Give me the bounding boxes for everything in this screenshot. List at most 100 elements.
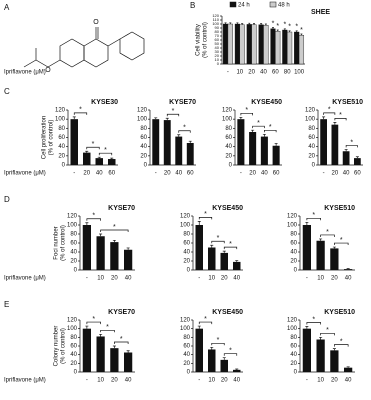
bar — [208, 349, 216, 372]
bar — [195, 225, 203, 270]
y-tick-label: 100 — [180, 326, 191, 332]
y-tick-label: 40 — [183, 250, 190, 256]
error-bar — [99, 333, 103, 337]
significance-bracket — [100, 229, 129, 232]
x-tick-label: 60 — [187, 171, 194, 177]
x-tick-label: 10 — [317, 276, 324, 282]
x-tick-label: 20 — [331, 276, 338, 282]
bar — [95, 158, 103, 165]
error-bar — [346, 366, 350, 368]
bar — [220, 252, 228, 270]
significance-star: * — [92, 213, 95, 220]
significance-bracket — [240, 112, 253, 116]
y-axis-label: (% of control) — [61, 225, 67, 261]
y-tick-label: 80 — [290, 335, 297, 341]
y-tick-label: 80 — [308, 126, 315, 132]
y-tick-label: 120 — [287, 214, 298, 220]
atom-o: O — [45, 67, 51, 74]
x-tick-label: 20 — [332, 171, 339, 177]
x-tick-label: 40 — [345, 378, 352, 384]
x-tick-label: 20 — [164, 171, 171, 177]
x-tick-label: - — [306, 378, 308, 384]
error-bar — [253, 23, 256, 25]
bar — [108, 159, 116, 165]
significance-star: * — [229, 348, 232, 355]
bar — [275, 31, 281, 65]
error-bar — [332, 246, 336, 249]
y-tick-label: 100 — [212, 21, 219, 26]
bar — [233, 369, 241, 372]
error-bar — [85, 325, 89, 329]
bar — [344, 269, 353, 270]
significance-bracket — [86, 218, 101, 221]
chart-title: SHEE — [311, 9, 330, 16]
x-tick-label: - — [227, 70, 229, 76]
significance-star: * — [326, 327, 329, 334]
error-bar — [210, 244, 214, 248]
bar — [233, 261, 241, 270]
y-tick-label: 120 — [137, 108, 148, 114]
error-bar — [241, 23, 244, 25]
y-tick-label: 70 — [215, 33, 220, 38]
significance-bracket — [198, 217, 213, 220]
chart-title: KYSE510 — [324, 205, 355, 212]
significance-star: * — [288, 24, 291, 31]
y-tick-label: 120 — [180, 214, 191, 220]
significance-star: * — [283, 22, 286, 29]
error-bar — [300, 33, 303, 36]
x-axis-label: Ipriflavone (μM) — [4, 378, 46, 384]
bar — [96, 236, 105, 270]
significance-star: * — [272, 20, 275, 27]
significance-star: * — [312, 316, 315, 323]
y-tick-label: 120 — [222, 108, 233, 114]
bar — [220, 359, 228, 372]
bar — [110, 242, 119, 270]
y-tick-label: 120 — [55, 108, 66, 114]
x-tick-label: 40 — [125, 276, 132, 282]
bar — [320, 119, 327, 165]
y-tick-label: 60 — [70, 344, 77, 350]
x-tick-label: 60 — [354, 171, 361, 177]
error-bar — [305, 326, 309, 329]
x-tick-label: 60 — [273, 171, 280, 177]
x-tick-label: 40 — [261, 171, 268, 177]
y-tick-label: 100 — [180, 223, 191, 229]
x-tick-label: 60 — [272, 70, 279, 76]
bar — [163, 120, 171, 165]
x-tick-label: - — [86, 378, 88, 384]
chemical-structure — [23, 27, 145, 68]
error-bar — [188, 140, 192, 143]
x-tick-label: 40 — [343, 171, 350, 177]
error-bar — [177, 134, 181, 137]
error-bar — [224, 22, 227, 24]
y-tick-label: 40 — [183, 352, 190, 358]
error-bar — [126, 247, 130, 250]
y-tick-label: 120 — [305, 108, 316, 114]
significance-star: * — [217, 235, 220, 242]
y-tick-label: 80 — [140, 126, 147, 132]
y-tick-label: 120 — [212, 13, 219, 18]
chart-title: KYSE510 — [332, 99, 363, 106]
bar — [263, 25, 269, 65]
y-tick-label: 40 — [308, 144, 315, 150]
error-bar — [262, 133, 266, 137]
error-bar — [97, 156, 101, 159]
y-tick-label: 80 — [58, 126, 65, 132]
error-bar — [222, 250, 226, 253]
significance-star: * — [92, 141, 95, 148]
significance-star: * — [269, 124, 272, 131]
significance-bracket — [198, 321, 213, 325]
y-tick-label: 60 — [183, 241, 190, 247]
bar — [195, 328, 203, 372]
y-axis-label: Colony number — [54, 326, 60, 367]
x-tick-label: 40 — [175, 171, 182, 177]
chart-title: KYSE450 — [251, 99, 282, 106]
error-bar — [319, 238, 323, 241]
error-bar — [197, 221, 201, 225]
significance-star: * — [340, 338, 343, 345]
x-tick-label: - — [155, 171, 157, 177]
x-tick-label: 20 — [221, 276, 228, 282]
y-tick-label: 100 — [67, 326, 78, 332]
x-tick-label: 20 — [111, 378, 118, 384]
y-tick-label: 80 — [225, 126, 232, 132]
